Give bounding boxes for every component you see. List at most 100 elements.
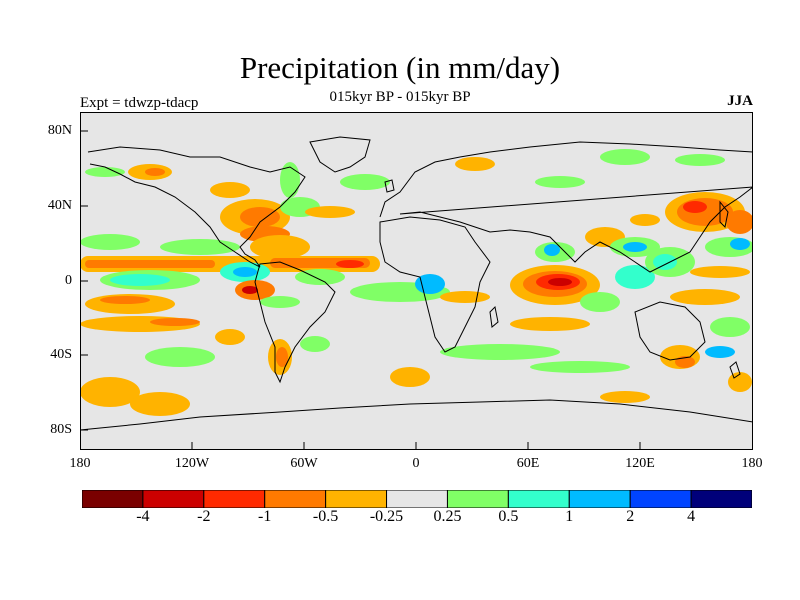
colorbar-swatch bbox=[386, 490, 448, 508]
colorbar-swatch bbox=[203, 490, 266, 508]
lat-label-40n: 40N bbox=[47, 198, 72, 213]
anomaly-patch bbox=[110, 274, 170, 286]
anomaly-patch bbox=[250, 235, 310, 259]
anomaly-patch bbox=[150, 318, 200, 326]
anomaly-patch bbox=[80, 377, 140, 407]
anomaly-patch bbox=[100, 296, 150, 304]
coastline-uk bbox=[384, 179, 395, 193]
coastline-australia bbox=[634, 301, 706, 361]
anomaly-patch bbox=[130, 392, 190, 416]
anomaly-patch bbox=[510, 317, 590, 331]
anomaly-patch bbox=[623, 242, 647, 252]
coastline-new-zealand bbox=[729, 361, 741, 379]
anomaly-patch bbox=[600, 149, 650, 165]
lon-label-60e: 60E bbox=[516, 456, 540, 471]
lon-label-0: 0 bbox=[412, 456, 420, 471]
colorbar-swatch bbox=[568, 490, 631, 508]
anomaly-patch bbox=[80, 234, 140, 250]
coastlines bbox=[80, 136, 753, 431]
anomaly-patch bbox=[728, 372, 752, 392]
coastline-africa bbox=[379, 216, 491, 353]
colorbar-label: -1 bbox=[258, 508, 272, 525]
lat-label-40s: 40S bbox=[50, 347, 72, 362]
anomaly-patch bbox=[653, 254, 677, 270]
coastline-north-america bbox=[87, 146, 306, 268]
lon-label-60w: 60W bbox=[290, 456, 318, 471]
anomaly-patch bbox=[280, 162, 300, 198]
plot-subtitle: 015kyr BP - 015kyr BP bbox=[329, 89, 471, 105]
colorbar-label: 1 bbox=[565, 508, 574, 525]
anomaly-patch bbox=[260, 296, 300, 308]
colorbar-label: 0.5 bbox=[498, 508, 519, 525]
anomaly-patch bbox=[390, 367, 430, 387]
lon-label-180-right: 180 bbox=[741, 456, 763, 471]
anomaly-patch bbox=[726, 210, 753, 234]
anomaly-patch bbox=[530, 361, 630, 373]
colorbar-swatch bbox=[629, 490, 692, 508]
colorbar-swatch bbox=[82, 490, 144, 508]
anomaly-patch bbox=[233, 267, 257, 277]
anomaly-patch bbox=[215, 329, 245, 345]
anomaly-patch bbox=[240, 207, 280, 227]
anomaly-patches bbox=[80, 149, 753, 416]
anomaly-patch bbox=[675, 154, 725, 166]
colorbar-label: -2 bbox=[197, 508, 211, 525]
anomaly-patch bbox=[336, 260, 364, 268]
lon-label-180-left: 180 bbox=[69, 456, 91, 471]
anomaly-patch bbox=[160, 239, 240, 255]
colorbar-label: 4 bbox=[687, 508, 696, 525]
coastline-japan bbox=[719, 200, 729, 229]
colorbar-labels: -4 -2 -1 -0.5 -0.25 0.25 0.5 1 2 4 bbox=[82, 508, 752, 532]
anomaly-patch bbox=[455, 157, 495, 171]
lon-label-120e: 120E bbox=[625, 456, 655, 471]
anomaly-patch bbox=[242, 286, 258, 294]
colorbar-swatch bbox=[446, 490, 509, 508]
colorbar-label: -0.5 bbox=[312, 508, 339, 525]
anomaly-patch bbox=[145, 347, 215, 367]
anomaly-patch bbox=[705, 346, 735, 358]
anomaly-patch bbox=[690, 266, 750, 278]
colorbar-label: 2 bbox=[626, 508, 635, 525]
anomaly-patch bbox=[145, 168, 165, 176]
lat-label-80n: 80N bbox=[47, 123, 72, 138]
anomaly-patch bbox=[580, 292, 620, 312]
experiment-label: Expt = tdwzp-tdacp bbox=[80, 95, 199, 111]
colorbar-swatch bbox=[325, 490, 388, 508]
colorbar-swatch bbox=[690, 490, 752, 508]
anomaly-patch bbox=[630, 214, 660, 226]
coastline-south-america bbox=[254, 261, 336, 384]
anomaly-patch bbox=[600, 391, 650, 403]
colorbar-swatch bbox=[264, 490, 327, 508]
anomaly-patch bbox=[710, 317, 750, 337]
colorbar-label: -0.25 bbox=[369, 508, 404, 525]
coastline-madagascar bbox=[489, 305, 499, 328]
coastline-greenland bbox=[309, 136, 371, 173]
colorbar bbox=[82, 490, 752, 508]
anomaly-patch bbox=[300, 336, 330, 352]
anomaly-patch bbox=[305, 206, 355, 218]
colorbar-label: 0.25 bbox=[433, 508, 462, 525]
colorbar-swatch bbox=[507, 490, 570, 508]
season-label: JJA bbox=[727, 93, 753, 109]
map-panel bbox=[80, 112, 753, 450]
colorbar-swatch bbox=[142, 490, 205, 508]
axis-ticks bbox=[80, 130, 641, 450]
anomaly-patch bbox=[730, 238, 750, 250]
anomaly-patch bbox=[615, 265, 655, 289]
anomaly-patch bbox=[85, 260, 215, 268]
anomaly-patch bbox=[535, 176, 585, 188]
plot-title: Precipitation (in mm/day) bbox=[239, 50, 561, 85]
anomaly-patch bbox=[683, 201, 707, 213]
anomaly-patch bbox=[548, 278, 572, 286]
colorbar-label: -4 bbox=[136, 508, 150, 525]
anomaly-patch bbox=[440, 291, 490, 303]
coastline-antarctica bbox=[80, 399, 753, 431]
anomaly-patch bbox=[85, 167, 125, 177]
anomaly-patch bbox=[340, 174, 390, 190]
anomaly-patch bbox=[677, 198, 733, 226]
lat-label-80s: 80S bbox=[50, 422, 72, 437]
anomaly-patch bbox=[440, 344, 560, 360]
lat-label-0: 0 bbox=[65, 273, 72, 288]
lon-label-120w: 120W bbox=[174, 456, 210, 471]
anomaly-patch bbox=[276, 347, 288, 367]
